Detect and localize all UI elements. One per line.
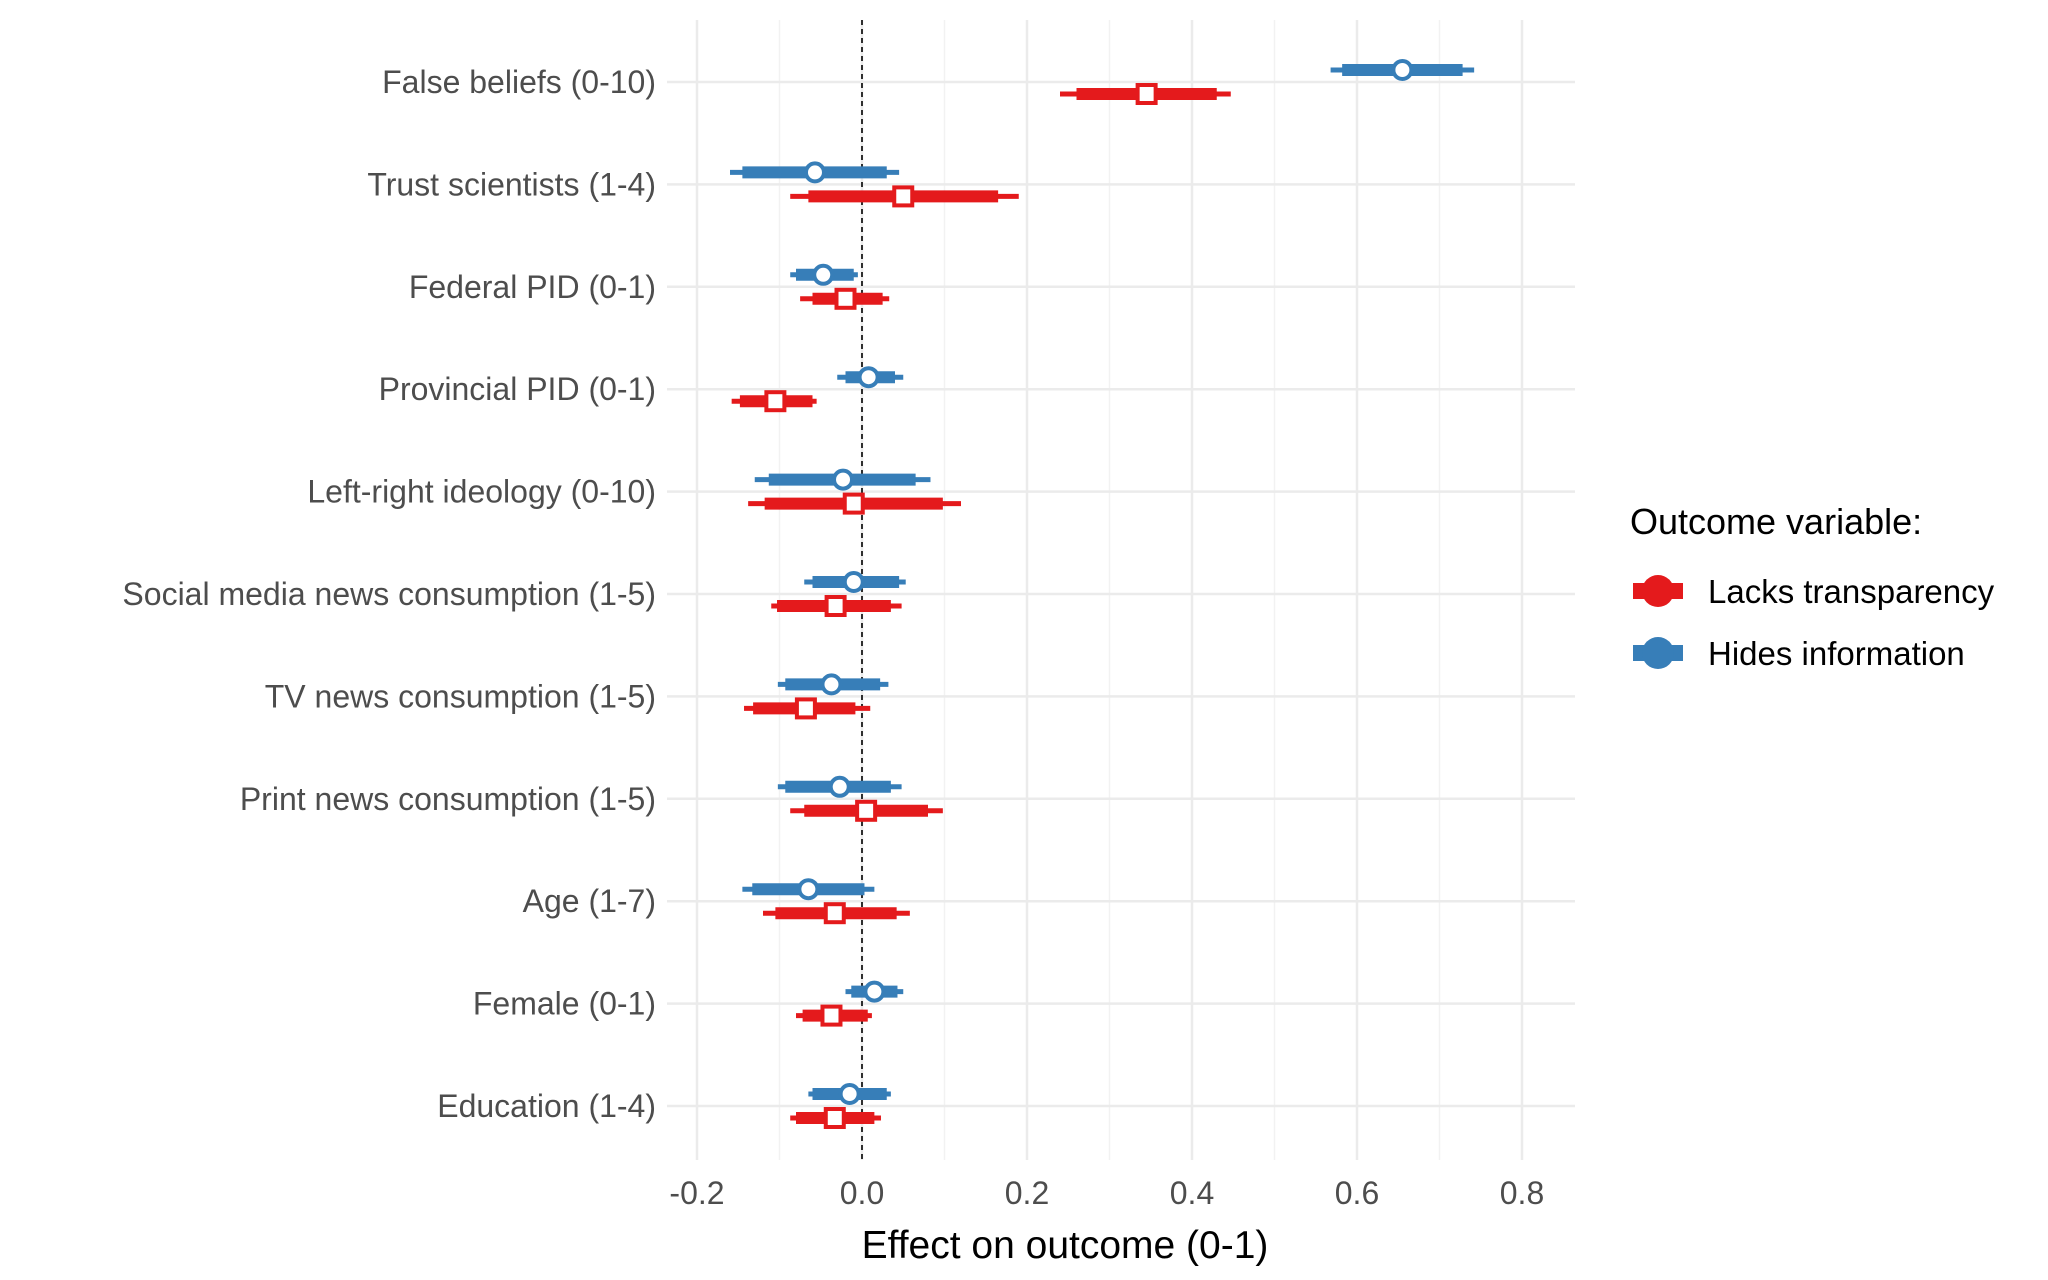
point-estimate-square bbox=[824, 595, 847, 617]
x-tick-label: 0.8 bbox=[1500, 1175, 1544, 1211]
point-estimate-square bbox=[834, 287, 857, 310]
legend-item: Hides information bbox=[1633, 635, 1965, 672]
y-tick-label: Print news consumption (1-5) bbox=[240, 781, 656, 817]
legend-key-dot bbox=[1642, 575, 1674, 607]
y-tick-label: Female (0-1) bbox=[473, 986, 656, 1022]
point-estimate-square bbox=[823, 1107, 846, 1129]
x-tick-labels: -0.2 0.0 0.2 0.4 0.6 0.8 bbox=[669, 1175, 1544, 1211]
x-tick-label: 0.6 bbox=[1335, 1175, 1379, 1211]
marks-layer bbox=[730, 59, 1475, 1129]
y-tick-label: Social media news consumption (1-5) bbox=[122, 576, 656, 612]
point-estimate-square bbox=[820, 1004, 843, 1027]
y-tick-label: Trust scientists (1-4) bbox=[367, 166, 656, 202]
y-tick-labels: False beliefs (0-10) Trust scientists (1-… bbox=[122, 64, 656, 1124]
point-estimate-square bbox=[794, 697, 817, 720]
point-estimate-square bbox=[823, 902, 846, 925]
x-tick-label: 0.2 bbox=[1005, 1175, 1049, 1211]
legend-title: Outcome variable: bbox=[1630, 501, 1922, 542]
y-tick-label: TV news consumption (1-5) bbox=[265, 678, 656, 714]
point-estimate-square bbox=[764, 390, 787, 413]
point-estimate-circle bbox=[832, 468, 855, 491]
point-estimate-square bbox=[842, 492, 865, 515]
y-tick-label: Provincial PID (0-1) bbox=[379, 371, 656, 407]
legend: Outcome variable: Lacks transparency Hide… bbox=[1630, 501, 1995, 672]
point-estimate-circle bbox=[842, 571, 865, 593]
x-axis-title: Effect on outcome (0-1) bbox=[862, 1224, 1269, 1267]
x-tick-label: 0.4 bbox=[1170, 1175, 1214, 1211]
point-estimate-circle bbox=[863, 980, 886, 1003]
y-tick-label: Education (1-4) bbox=[437, 1088, 656, 1124]
point-estimate-circle bbox=[1391, 59, 1414, 81]
point-estimate-circle bbox=[812, 263, 835, 286]
y-tick-label: False beliefs (0-10) bbox=[382, 64, 656, 100]
legend-label: Hides information bbox=[1708, 635, 1965, 672]
legend-label: Lacks transparency bbox=[1708, 573, 1995, 610]
point-estimate-circle bbox=[857, 366, 880, 389]
y-tick-label: Age (1-7) bbox=[523, 883, 656, 919]
y-tick-label: Left-right ideology (0-10) bbox=[307, 474, 656, 510]
point-estimate-circle bbox=[828, 775, 851, 798]
point-estimate-circle bbox=[797, 878, 820, 901]
y-tick-label: Federal PID (0-1) bbox=[409, 269, 656, 305]
legend-key-dot bbox=[1642, 637, 1674, 669]
point-estimate-square bbox=[892, 185, 915, 208]
series-lacks-transparency bbox=[731, 83, 1231, 1129]
grid-layer bbox=[667, 20, 1575, 1160]
legend-items: Lacks transparency Hides information bbox=[1633, 573, 1995, 672]
series-hides-information bbox=[730, 59, 1475, 1105]
point-estimate-circle bbox=[838, 1083, 861, 1105]
x-tick-label: 0.0 bbox=[840, 1175, 884, 1211]
point-estimate-circle bbox=[803, 161, 826, 184]
point-estimate-square bbox=[1135, 83, 1158, 105]
legend-item: Lacks transparency bbox=[1633, 573, 1995, 610]
point-estimate-circle bbox=[820, 673, 843, 696]
point-estimate-square bbox=[855, 799, 878, 822]
x-tick-label: -0.2 bbox=[669, 1175, 724, 1211]
